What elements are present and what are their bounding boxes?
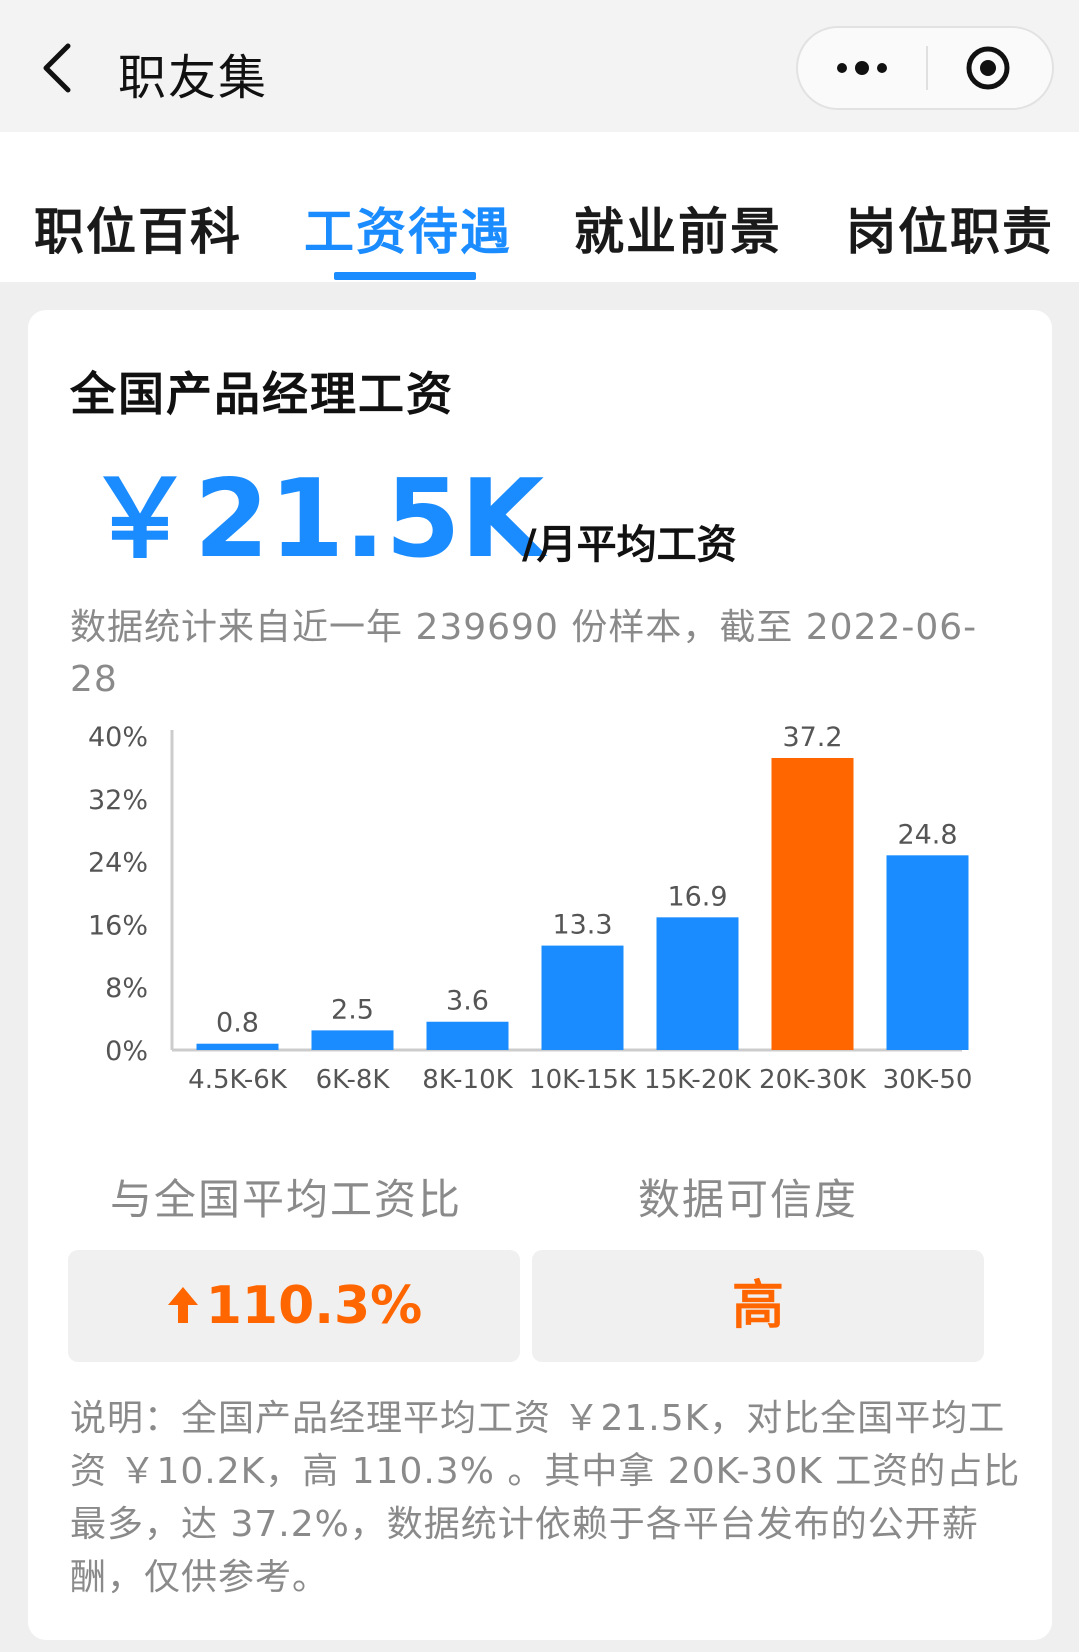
navbar: 职友集 bbox=[0, 0, 1079, 132]
salary-distribution-chart: 0% 8% 16% 24% 32% 40% 0.8 4.5K-6K 2.5 6K-8K 3.6 8K-… bbox=[28, 710, 1048, 1114]
compare-metric-box: 110.3% bbox=[68, 1250, 520, 1362]
bar bbox=[886, 855, 969, 1050]
average-salary-unit: /月平均工资 bbox=[522, 522, 737, 568]
back-button[interactable] bbox=[38, 40, 78, 96]
x-tick-label: 30K-50 bbox=[883, 1065, 973, 1095]
reliability-label: 数据可信度 bbox=[638, 1175, 859, 1224]
compare-label: 与全国平均工资比 bbox=[110, 1175, 463, 1224]
reliability-metric-box: 高 bbox=[532, 1250, 984, 1362]
card-title: 全国产品经理工资 bbox=[70, 367, 454, 421]
chevron-left-icon bbox=[43, 43, 71, 93]
y-tick-label: 24% bbox=[88, 848, 148, 879]
compare-value: 110.3% bbox=[205, 1276, 423, 1336]
bar-value-label: 16.9 bbox=[667, 881, 727, 912]
x-tick-label: 15K-20K bbox=[644, 1065, 752, 1095]
salary-card: 全国产品经理工资 ￥21.5K /月平均工资 数据统计来自近一年 239690 … bbox=[28, 310, 1052, 1640]
y-tick-label: 32% bbox=[88, 785, 148, 816]
bar bbox=[656, 917, 739, 1050]
bar-value-label: 3.6 bbox=[446, 986, 489, 1017]
bar bbox=[771, 757, 854, 1050]
tab-salary[interactable]: 工资待遇 bbox=[304, 203, 512, 261]
x-tick-label: 4.5K-6K bbox=[188, 1065, 288, 1095]
more-button[interactable] bbox=[798, 28, 926, 108]
tab-job-duties[interactable]: 岗位职责 bbox=[846, 203, 1054, 261]
close-button[interactable] bbox=[928, 28, 1054, 108]
bar-value-label: 13.3 bbox=[552, 910, 612, 941]
y-tick-label: 0% bbox=[105, 1036, 148, 1067]
y-tick-label: 8% bbox=[105, 973, 148, 1004]
y-tick-label: 40% bbox=[88, 722, 148, 753]
explanation-text: 说明：全国产品经理平均工资 ￥21.5K，对比全国平均工资 ￥10.2K，高 1… bbox=[70, 1398, 1021, 1598]
bar-value-label: 37.2 bbox=[782, 722, 842, 753]
tab-bar: 职位百科 工资待遇 就业前景 岗位职责 bbox=[0, 132, 1079, 282]
bar-value-label: 24.8 bbox=[897, 819, 957, 850]
reliability-value: 高 bbox=[731, 1276, 784, 1336]
page-title: 职友集 bbox=[118, 50, 269, 106]
tab-job-wiki[interactable]: 职位百科 bbox=[34, 203, 242, 261]
x-tick-label: 8K-10K bbox=[422, 1065, 513, 1095]
sample-note: 数据统计来自近一年 239690 份样本，截至 2022-06-28 bbox=[70, 607, 978, 700]
mini-program-capsule bbox=[796, 26, 1054, 110]
salary-distribution-svg: 0% 8% 16% 24% 32% 40% 0.8 4.5K-6K 2.5 6K-8K 3.6 8K-… bbox=[88, 722, 973, 1095]
more-dots-icon bbox=[837, 61, 887, 75]
bar bbox=[426, 1021, 509, 1050]
x-tick-label: 6K-8K bbox=[316, 1065, 391, 1095]
bar bbox=[311, 1030, 394, 1050]
x-tick-label: 20K-30K bbox=[759, 1065, 867, 1095]
bar bbox=[541, 945, 624, 1050]
bar-value-label: 0.8 bbox=[216, 1008, 259, 1039]
bar bbox=[196, 1043, 279, 1050]
bar-value-label: 2.5 bbox=[331, 994, 374, 1025]
capsule-divider bbox=[926, 46, 928, 90]
arrow-up-icon bbox=[167, 1287, 198, 1323]
x-tick-label: 10K-15K bbox=[529, 1065, 637, 1095]
y-tick-label: 16% bbox=[88, 910, 148, 941]
target-close-icon bbox=[966, 46, 1010, 90]
active-tab-indicator bbox=[334, 272, 476, 280]
tab-career-outlook[interactable]: 就业前景 bbox=[574, 203, 782, 261]
average-salary-value: ￥21.5K bbox=[86, 457, 545, 582]
